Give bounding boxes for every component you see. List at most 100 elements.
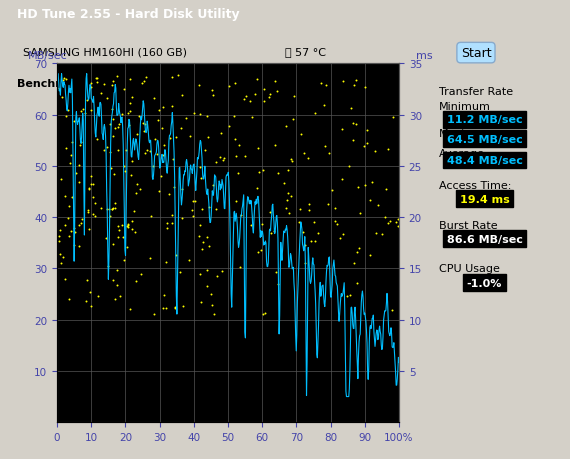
Point xyxy=(270,142,279,149)
Point xyxy=(86,81,95,88)
Point xyxy=(152,151,161,158)
Point xyxy=(113,234,123,241)
Point xyxy=(131,229,140,236)
Point xyxy=(170,184,179,191)
Point xyxy=(87,107,96,114)
Point xyxy=(176,125,185,133)
Point xyxy=(62,145,71,152)
Point xyxy=(117,112,127,119)
Point xyxy=(266,230,275,237)
Point xyxy=(133,131,142,138)
Point xyxy=(58,78,67,85)
Point xyxy=(284,210,294,217)
Point xyxy=(304,155,313,162)
Point xyxy=(253,146,262,153)
Point xyxy=(386,218,395,225)
Point xyxy=(271,78,280,86)
Point xyxy=(246,98,255,105)
Point xyxy=(148,163,157,170)
Point xyxy=(368,179,377,186)
Point xyxy=(191,198,200,206)
Point xyxy=(256,246,265,254)
Point xyxy=(108,205,117,213)
Point xyxy=(337,126,347,133)
Point xyxy=(270,228,279,235)
Point xyxy=(365,197,374,204)
Text: Access Time:: Access Time: xyxy=(439,180,511,190)
Point xyxy=(64,233,73,240)
Point xyxy=(52,85,62,92)
Point xyxy=(82,298,91,306)
Point xyxy=(84,185,93,192)
Point xyxy=(177,92,186,99)
Point xyxy=(282,205,291,213)
Point xyxy=(189,198,198,206)
Point xyxy=(169,157,178,164)
Point xyxy=(78,216,87,224)
Point xyxy=(279,180,288,187)
Point xyxy=(197,175,206,183)
Point xyxy=(83,207,92,214)
Point xyxy=(219,157,228,164)
Point xyxy=(165,135,174,142)
Point xyxy=(254,249,263,257)
Point xyxy=(209,92,218,99)
Text: 64.5 MB/sec: 64.5 MB/sec xyxy=(447,134,522,144)
Point xyxy=(123,224,132,231)
Text: Burst Rate: Burst Rate xyxy=(439,220,498,230)
Point xyxy=(319,102,328,110)
Point xyxy=(296,131,306,139)
Point xyxy=(112,267,121,274)
Point xyxy=(184,257,193,264)
Point xyxy=(108,206,117,213)
Point xyxy=(123,223,132,230)
Point xyxy=(111,200,120,207)
Point xyxy=(108,78,117,85)
Text: MB/sec: MB/sec xyxy=(28,50,68,61)
Point xyxy=(108,241,117,249)
Point xyxy=(102,206,111,213)
Point xyxy=(283,197,292,205)
Point xyxy=(246,222,255,229)
Point xyxy=(162,259,171,267)
Point xyxy=(60,222,70,229)
Point xyxy=(66,160,75,167)
Point xyxy=(384,146,393,153)
Point xyxy=(115,226,124,234)
Point xyxy=(299,150,308,157)
Point xyxy=(87,84,96,91)
Point xyxy=(366,252,375,259)
Point xyxy=(196,270,205,278)
Point xyxy=(327,187,336,194)
Point xyxy=(82,277,91,284)
Point xyxy=(286,192,295,200)
Point xyxy=(171,305,180,312)
Point xyxy=(93,75,102,83)
Point xyxy=(178,186,187,193)
Point xyxy=(204,242,213,250)
Point xyxy=(259,98,268,106)
Point xyxy=(272,269,281,276)
Point xyxy=(198,239,207,246)
Point xyxy=(177,215,186,223)
Point xyxy=(194,83,203,90)
Point xyxy=(158,152,168,160)
Point xyxy=(139,78,148,85)
Point xyxy=(231,152,241,160)
Point xyxy=(67,140,76,147)
Point xyxy=(346,105,355,112)
Point xyxy=(337,175,347,183)
Point xyxy=(300,259,310,267)
Point xyxy=(349,120,358,128)
Point xyxy=(388,306,397,313)
Point xyxy=(295,219,304,226)
Point xyxy=(124,122,133,129)
Point xyxy=(370,148,379,155)
Point xyxy=(258,310,267,318)
Point xyxy=(158,124,167,132)
Point xyxy=(86,173,95,180)
Point xyxy=(351,77,360,84)
Point xyxy=(168,74,177,82)
Point xyxy=(392,219,401,226)
Point xyxy=(237,212,246,219)
